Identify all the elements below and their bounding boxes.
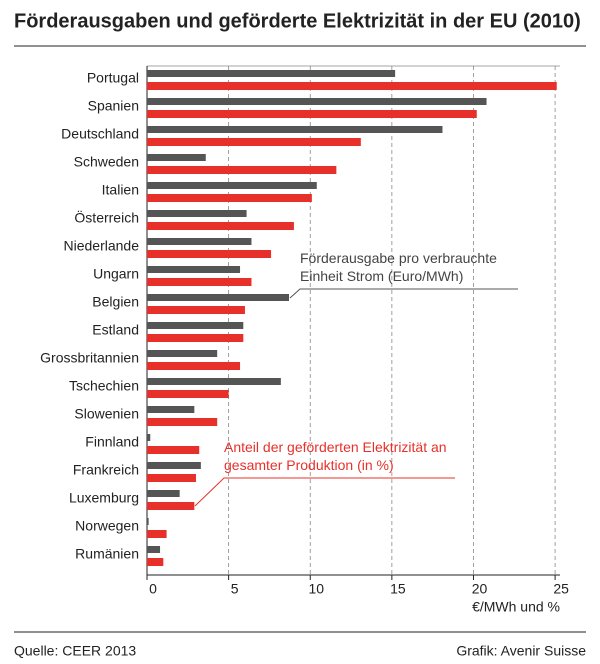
- bar: [147, 70, 396, 77]
- x-tick-label: 25: [553, 581, 569, 597]
- bar: [147, 306, 245, 314]
- bar: [147, 154, 206, 161]
- bar: [147, 222, 294, 230]
- x-axis-label: €/MWh und %: [472, 599, 560, 615]
- bar: [147, 250, 272, 258]
- bar: [147, 474, 196, 482]
- bar: [147, 418, 218, 426]
- bar: [147, 294, 290, 301]
- bar: [147, 490, 180, 497]
- bar: [147, 82, 557, 90]
- bar: [147, 138, 361, 146]
- bar: [147, 166, 337, 174]
- x-tick-label: 0: [149, 581, 157, 597]
- y-tick-label: Rumänien: [75, 546, 139, 562]
- bar: [147, 518, 149, 525]
- bar: [147, 110, 477, 118]
- source: Quelle: CEER 2013: [14, 643, 136, 659]
- y-tick-label: Norwegen: [75, 518, 139, 534]
- bar: [147, 406, 195, 413]
- bar: [147, 446, 200, 454]
- y-tick-label: Niederlande: [64, 238, 140, 254]
- bar: [147, 530, 167, 538]
- bar: [147, 182, 317, 189]
- bar: [147, 334, 244, 342]
- x-tick-label: 20: [472, 581, 488, 597]
- bar: [147, 238, 252, 245]
- bar: [147, 378, 281, 385]
- callout-line: [289, 288, 518, 299]
- y-tick-label: Italien: [102, 182, 139, 198]
- y-tick-label: Österreich: [74, 209, 139, 226]
- bar: [147, 558, 164, 566]
- bar: [147, 210, 247, 217]
- bar: [147, 126, 443, 133]
- y-tick-label: Grossbritannien: [40, 350, 139, 366]
- bar: [147, 278, 252, 286]
- y-tick-label: Luxemburg: [69, 490, 139, 506]
- x-tick-label: 5: [231, 581, 239, 597]
- y-tick-label: Frankreich: [73, 462, 139, 478]
- bar: [147, 350, 218, 357]
- bar: [147, 266, 241, 273]
- series-note: Förderausgabe pro verbrauchte Einheit St…: [300, 250, 497, 284]
- y-tick-label: Belgien: [92, 294, 139, 310]
- x-tick-label: 15: [390, 581, 406, 597]
- bar: [147, 462, 201, 469]
- y-tick-label: Spanien: [88, 98, 139, 114]
- chart-title: Förderausgaben und geförderte Elektrizit…: [14, 10, 581, 32]
- series-note: Anteil der geförderten Elektrizität an g…: [224, 439, 447, 473]
- y-tick-label: Ungarn: [93, 266, 139, 282]
- bar: [147, 546, 161, 553]
- x-tick-label: 10: [308, 581, 324, 597]
- y-tick-label: Portugal: [87, 70, 139, 86]
- y-tick-label: Deutschland: [61, 126, 139, 142]
- credit: Grafik: Avenir Suisse: [456, 643, 586, 659]
- bar: [147, 502, 195, 510]
- y-tick-label: Tschechien: [69, 378, 139, 394]
- callout-line: [194, 477, 455, 507]
- bar: [147, 194, 312, 202]
- bar: [147, 434, 151, 441]
- y-tick-label: Estland: [92, 322, 139, 338]
- y-tick-label: Slowenien: [74, 406, 139, 422]
- y-tick-label: Finnland: [85, 434, 139, 450]
- bar: [147, 322, 244, 329]
- bar: [147, 362, 241, 370]
- y-tick-label: Schweden: [74, 154, 139, 170]
- bar: [147, 390, 229, 398]
- bar: [147, 98, 487, 105]
